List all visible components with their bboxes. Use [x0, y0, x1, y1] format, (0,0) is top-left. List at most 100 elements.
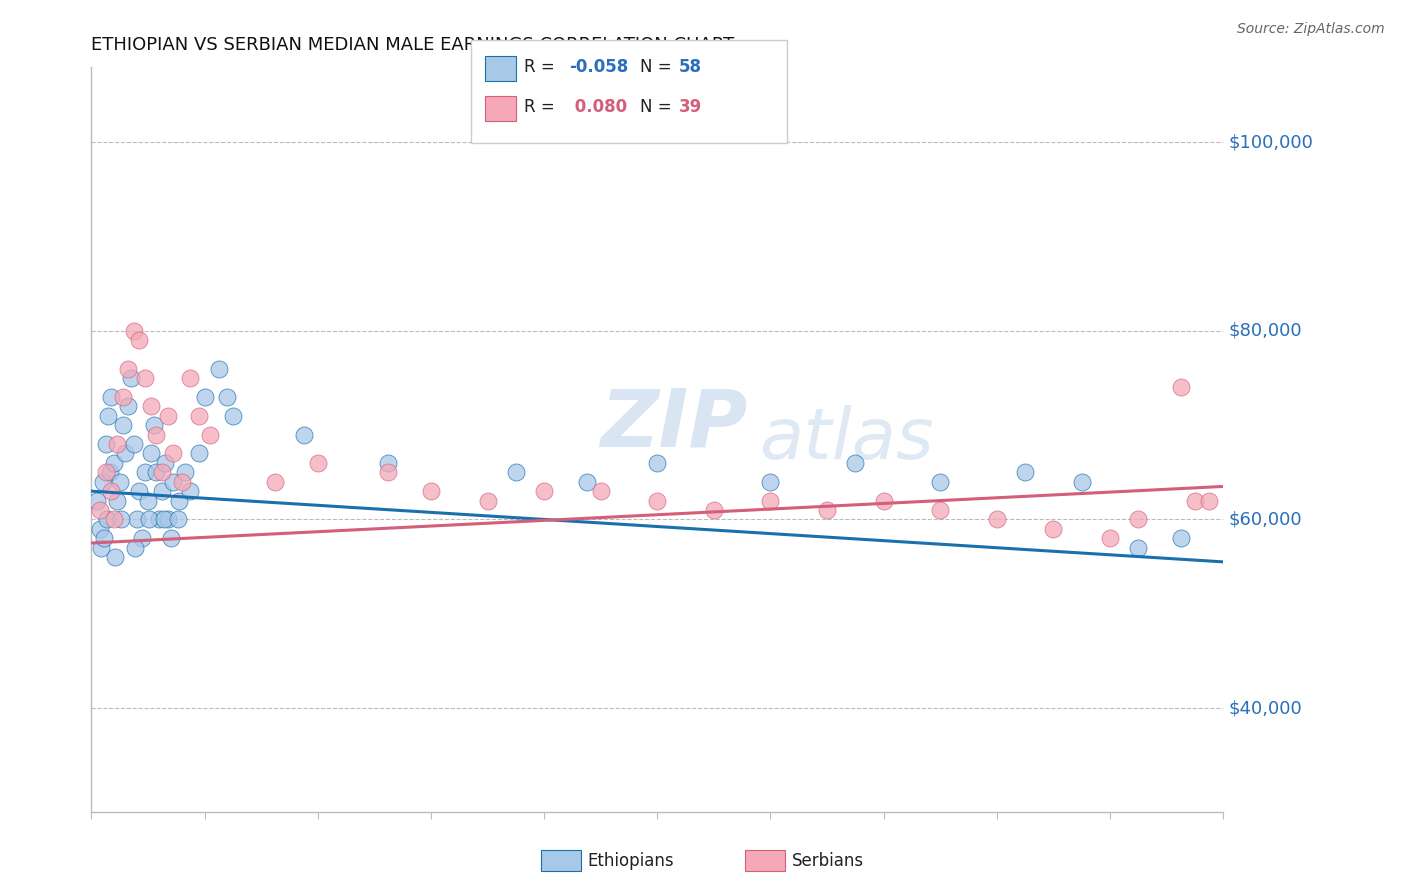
Point [533, 484, 555, 499]
Text: R =: R = [524, 98, 561, 116]
Point [94, 437, 117, 451]
Point [89, 503, 111, 517]
Text: ZIP: ZIP [600, 385, 748, 464]
Point [145, 427, 167, 442]
Text: Serbians: Serbians [792, 852, 863, 870]
Point [134, 371, 156, 385]
Point [156, 409, 179, 423]
Point [1198, 493, 1220, 508]
Text: 0.080: 0.080 [569, 98, 627, 116]
Point [122, 437, 145, 451]
Text: -0.058: -0.058 [569, 58, 628, 76]
Point [86, 493, 108, 508]
Point [166, 512, 188, 526]
Point [929, 475, 952, 489]
Text: atlas: atlas [759, 405, 934, 474]
Point [117, 361, 139, 376]
Point [222, 409, 245, 423]
Point [111, 390, 134, 404]
Point [111, 418, 134, 433]
Text: ETHIOPIAN VS SERBIAN MEDIAN MALE EARNINGS CORRELATION CHART: ETHIOPIAN VS SERBIAN MEDIAN MALE EARNING… [91, 37, 735, 54]
Point [759, 475, 782, 489]
Text: 58: 58 [679, 58, 702, 76]
Point [986, 512, 1008, 526]
Point [125, 512, 148, 526]
Point [128, 484, 150, 499]
Point [138, 512, 160, 526]
Point [94, 465, 117, 479]
Point [139, 446, 162, 460]
Point [193, 390, 217, 404]
Point [120, 371, 142, 385]
Point [103, 456, 125, 470]
Text: Ethiopians: Ethiopians [588, 852, 675, 870]
Point [100, 484, 122, 499]
Point [815, 503, 838, 517]
Point [89, 522, 111, 536]
Point [150, 484, 173, 499]
Point [292, 427, 315, 442]
Point [114, 446, 136, 460]
Point [170, 475, 193, 489]
Point [150, 465, 173, 479]
Point [307, 456, 329, 470]
Point [148, 512, 170, 526]
Text: $100,000: $100,000 [1229, 133, 1313, 152]
Point [377, 465, 399, 479]
Point [131, 531, 153, 545]
Point [844, 456, 866, 470]
Point [179, 484, 201, 499]
Point [156, 512, 179, 526]
Point [419, 484, 441, 499]
Point [179, 371, 201, 385]
Point [134, 465, 156, 479]
Point [929, 503, 952, 517]
Point [90, 541, 112, 555]
Point [575, 475, 598, 489]
Point [645, 456, 668, 470]
Point [505, 465, 527, 479]
Text: $60,000: $60,000 [1229, 510, 1302, 528]
Text: N =: N = [640, 58, 676, 76]
Point [124, 541, 146, 555]
Point [117, 400, 139, 414]
Point [108, 475, 131, 489]
Point [104, 550, 127, 565]
Text: $40,000: $40,000 [1229, 699, 1302, 717]
Point [477, 493, 499, 508]
Text: R =: R = [524, 58, 561, 76]
Point [167, 493, 190, 508]
Point [208, 361, 231, 376]
Point [100, 390, 122, 404]
Point [1042, 522, 1064, 536]
Point [187, 409, 209, 423]
Point [159, 531, 181, 545]
Point [136, 493, 159, 508]
Point [377, 456, 399, 470]
Point [187, 446, 209, 460]
Point [91, 475, 114, 489]
Point [128, 334, 150, 348]
Text: Source: ZipAtlas.com: Source: ZipAtlas.com [1237, 22, 1385, 37]
Point [217, 390, 239, 404]
Point [759, 493, 782, 508]
Point [110, 512, 132, 526]
Point [139, 400, 162, 414]
Point [645, 493, 668, 508]
Point [1170, 531, 1192, 545]
Point [105, 493, 128, 508]
Point [200, 427, 222, 442]
Point [1128, 541, 1150, 555]
Point [173, 465, 195, 479]
Text: 39: 39 [679, 98, 703, 116]
Point [1098, 531, 1121, 545]
Point [96, 512, 118, 526]
Point [1184, 493, 1206, 508]
Point [872, 493, 894, 508]
Point [703, 503, 725, 517]
Point [264, 475, 287, 489]
Point [142, 418, 165, 433]
Point [93, 531, 115, 545]
Point [1128, 512, 1150, 526]
Point [162, 446, 184, 460]
